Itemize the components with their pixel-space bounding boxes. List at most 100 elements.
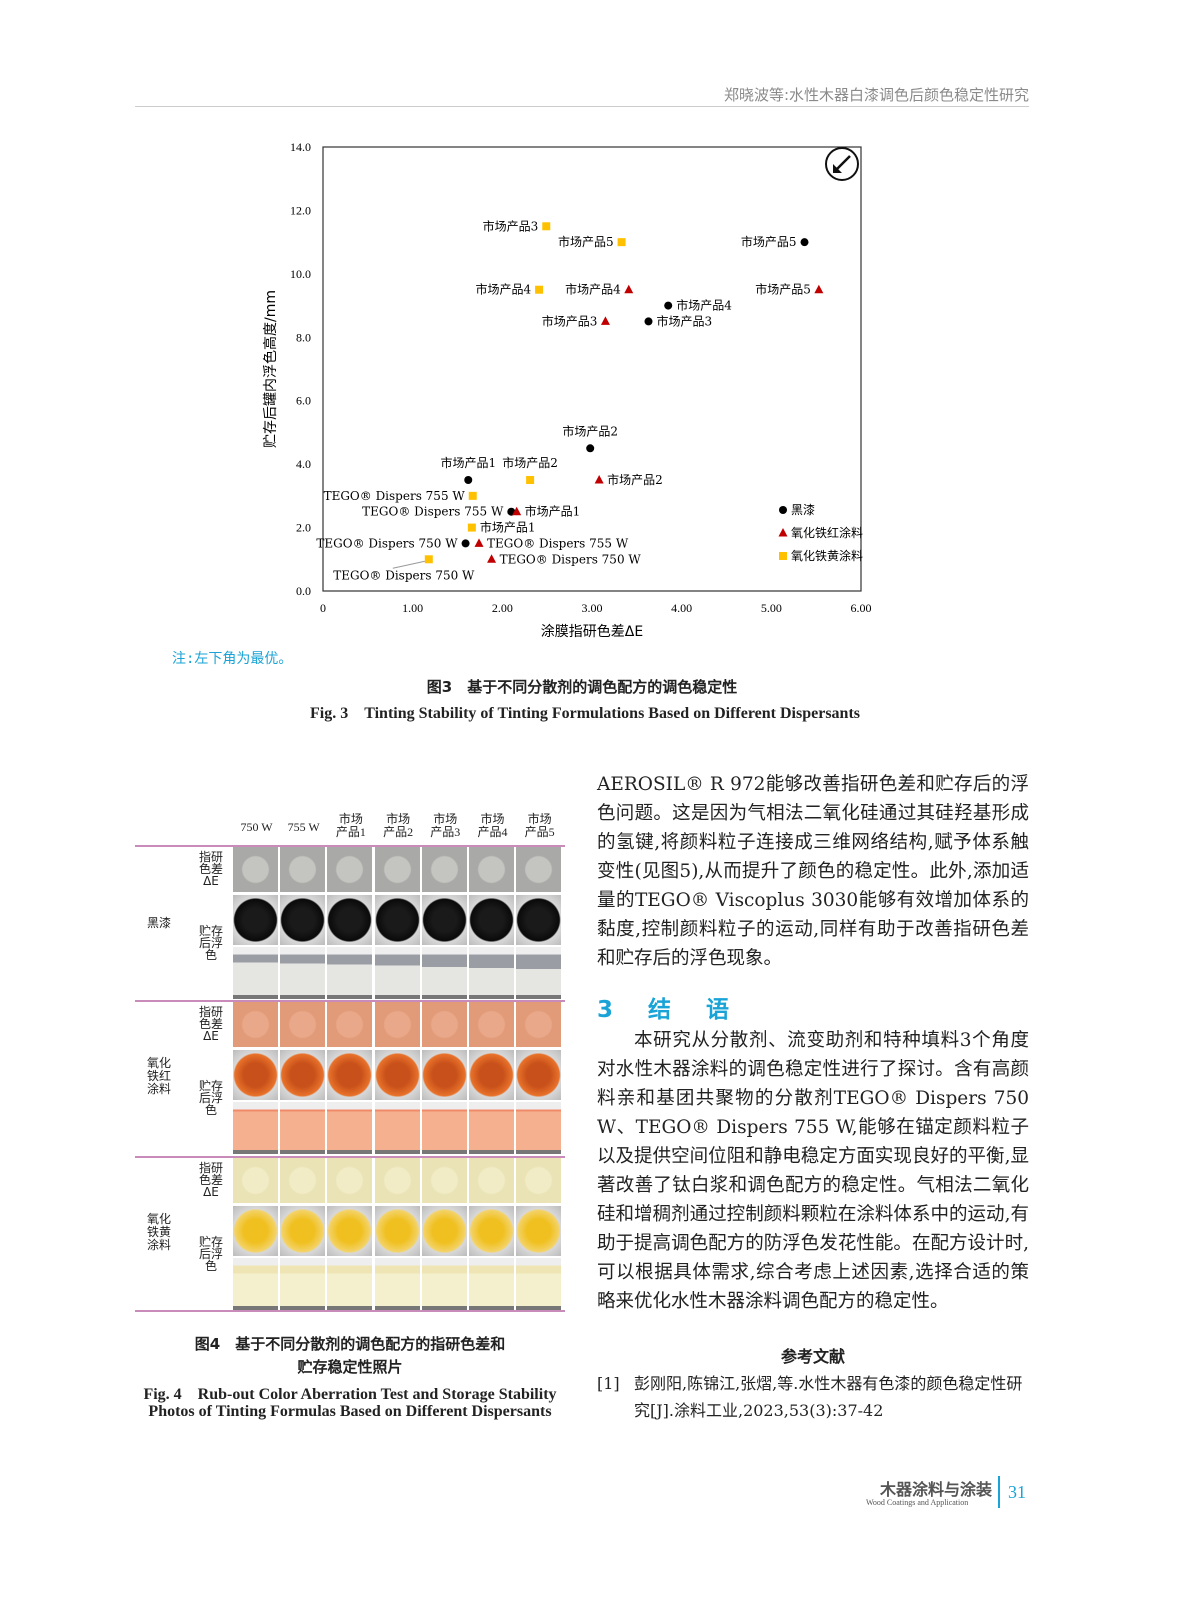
can-side-photo xyxy=(374,947,420,999)
can-side-photo xyxy=(280,1258,326,1310)
rub-out-photo xyxy=(516,1158,562,1203)
point-label: 市场产品2 xyxy=(607,472,663,487)
data-point xyxy=(800,238,809,247)
can-side-photo xyxy=(374,1102,420,1154)
group-label: 氧化 铁红 涂料 xyxy=(141,1057,177,1096)
y-tick-label: 0.0 xyxy=(296,584,311,598)
section-heading: 3 结 语 xyxy=(597,997,736,1023)
rub-out-row-label: 指研 色差 ΔE xyxy=(193,1162,229,1198)
can-side-photo xyxy=(516,947,562,999)
label-line: 色差 xyxy=(198,862,223,876)
x-tick-label: 3.00 xyxy=(582,601,603,615)
data-point xyxy=(512,506,522,516)
body-paragraph: AEROSIL® R 972能够改善指研色差和贮存后的浮色问题。这是因为气相法二… xyxy=(597,774,1029,969)
can-side-photo xyxy=(421,947,467,999)
legend-label: 氧化铁红涂料 xyxy=(791,525,863,540)
arrow-down-left-circle-icon xyxy=(825,147,859,181)
can-side-photo xyxy=(516,1258,562,1310)
fig3-caption-en: Fig. 3 Tinting Stability of Tinting Form… xyxy=(310,705,860,722)
data-point xyxy=(461,539,470,548)
storage-row-label: 贮存 后浮色 xyxy=(193,1236,229,1272)
data-point xyxy=(467,523,476,532)
rub-out-photo xyxy=(469,847,514,892)
references-heading: 参考文献 xyxy=(780,1347,845,1366)
data-point xyxy=(814,284,824,294)
label-line: 涂料 xyxy=(146,1082,171,1096)
label-line: 氧化 xyxy=(146,1056,171,1070)
label-line: 色 xyxy=(204,948,217,962)
can-side-photo xyxy=(421,1258,467,1310)
point-label: 市场产品1 xyxy=(480,520,536,535)
fig4-caption-en-line1: Fig. 4 Rub-out Color Aberration Test and… xyxy=(143,1386,557,1403)
can-side-photo xyxy=(233,1258,278,1310)
label-line: 色差 xyxy=(198,1017,223,1031)
legend-label: 氧化铁黄涂料 xyxy=(791,548,863,563)
label-line: 色 xyxy=(204,1259,217,1273)
data-point xyxy=(487,554,497,563)
y-tick-label: 10.0 xyxy=(290,267,311,281)
group-divider xyxy=(135,845,565,847)
can-top-photo xyxy=(327,1206,373,1256)
can-top-photo xyxy=(327,1050,373,1100)
journal-name-cn: 木器涂料与涂装 xyxy=(880,1480,993,1499)
point-label: 市场产品3 xyxy=(656,313,712,328)
rub-out-photo xyxy=(233,847,278,892)
rub-out-photo xyxy=(516,1002,562,1047)
can-top-photo xyxy=(280,895,326,945)
can-top-photo xyxy=(421,1206,467,1256)
rub-out-photo xyxy=(280,847,326,892)
label-line: 涂料 xyxy=(146,1238,171,1252)
journal-name-en: Wood Coatings and Application xyxy=(866,1498,969,1507)
y-tick-label: 2.0 xyxy=(296,521,311,535)
point-label: 市场产品3 xyxy=(483,218,539,233)
label-line: 后浮 xyxy=(198,1091,223,1105)
can-top-photo xyxy=(374,1206,420,1256)
data-point xyxy=(424,555,433,564)
y-tick-label: 14.0 xyxy=(290,140,311,154)
can-top-photo xyxy=(280,1050,326,1100)
label-line: 后浮 xyxy=(198,1247,223,1261)
can-side-photo xyxy=(374,1258,420,1310)
photo-grid: 750 W 755 W 市场 产品1 市场 产品2 市场 产品3 市场 产品4 市场 产品5 黑漆 指研色… xyxy=(135,805,565,1315)
legend-marker xyxy=(779,552,787,560)
column-header: 市场 产品5 xyxy=(516,813,563,839)
label-line: ΔE xyxy=(203,1185,219,1199)
point-label: TEGO® Dispers 755 W xyxy=(362,505,504,519)
rub-out-photo xyxy=(327,1002,373,1047)
point-label: TEGO® Dispers 750 W xyxy=(333,568,475,582)
rub-out-photo xyxy=(421,847,467,892)
footer-divider xyxy=(998,1476,1000,1508)
label-line: 氧化 xyxy=(146,1212,171,1226)
x-axis-label: 涂膜指研色差ΔE xyxy=(541,623,643,640)
rub-out-photo xyxy=(374,1002,420,1047)
fig3-caption-cn: 图3 基于不同分散剂的调色配方的调色稳定性 xyxy=(426,678,738,696)
column-header: 750 W xyxy=(233,821,280,834)
rub-out-photo xyxy=(374,1158,420,1203)
y-axis-label: 贮存后罐内浮色高度/mm xyxy=(262,290,279,448)
rub-out-photo xyxy=(374,847,420,892)
can-top-photo xyxy=(374,1050,420,1100)
rub-out-photo xyxy=(233,1158,278,1203)
can-top-photo xyxy=(469,895,514,945)
group-label: 氧化 铁黄 涂料 xyxy=(141,1213,177,1252)
y-tick-label: 12.0 xyxy=(290,203,311,217)
rub-out-photo xyxy=(516,847,562,892)
label-line: 指研 xyxy=(198,1005,223,1019)
can-side-photo xyxy=(233,947,278,999)
x-tick-label: 4.00 xyxy=(671,601,692,615)
rub-out-photo xyxy=(280,1002,326,1047)
point-label: 市场产品2 xyxy=(562,423,618,438)
column-header: 市场 产品3 xyxy=(422,813,469,839)
can-side-photo xyxy=(327,1102,373,1154)
label-line: 指研 xyxy=(198,1161,223,1175)
group-label: 黑漆 xyxy=(141,917,177,930)
can-top-photo xyxy=(280,1206,326,1256)
column-header: 市场 产品4 xyxy=(469,813,516,839)
can-side-photo xyxy=(280,1102,326,1154)
label-line: 铁红 xyxy=(146,1069,171,1083)
column-header-line: 市场 xyxy=(527,812,552,826)
can-top-photo xyxy=(516,1206,562,1256)
label-line: 色 xyxy=(204,1103,217,1117)
column-header-line: 产品4 xyxy=(477,825,508,839)
can-top-photo xyxy=(469,1206,514,1256)
